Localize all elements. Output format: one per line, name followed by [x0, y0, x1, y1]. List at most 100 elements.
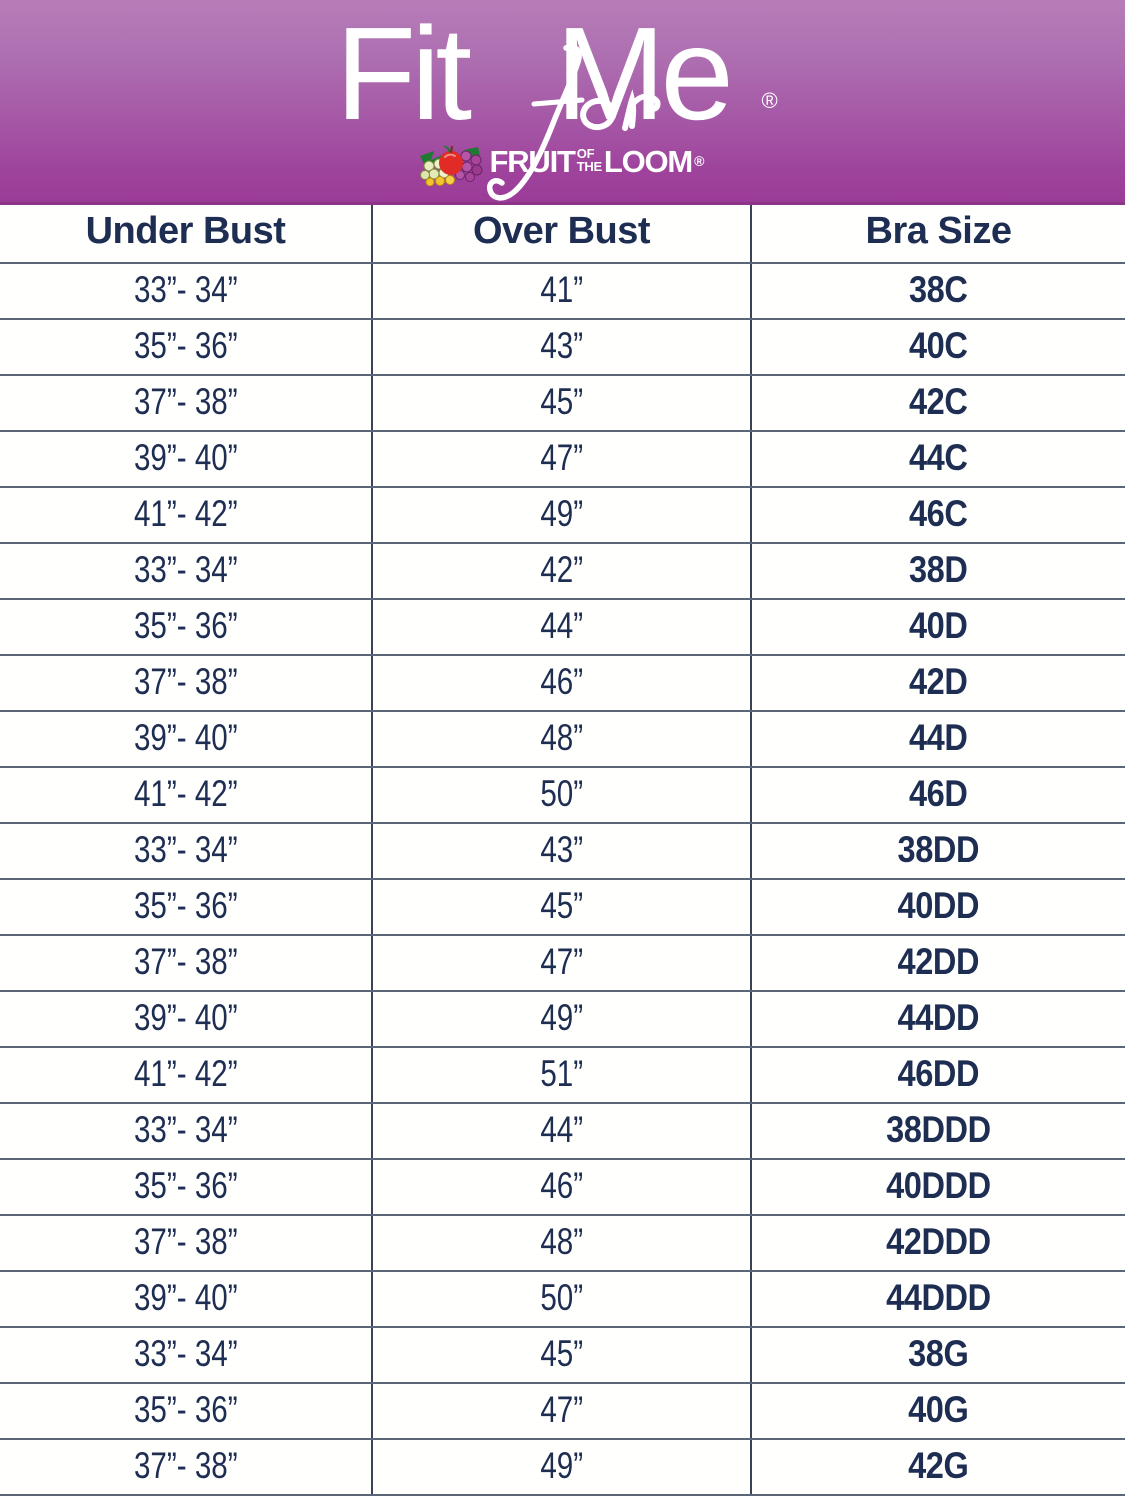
table-row: 35”- 36” 44” 40D — [0, 599, 1125, 656]
cell-over-bust: 49” — [372, 1439, 752, 1496]
cell-over-bust-text: 46” — [540, 1165, 583, 1206]
cell-over-bust-text: 45” — [540, 885, 583, 926]
fit-for-me-wordmark: Fit Me ® — [328, 0, 798, 201]
cell-bra-size: 38DD — [751, 823, 1125, 880]
table-row: 37”- 38” 48” 42DDD — [0, 1215, 1125, 1272]
cell-bra-size: 46C — [751, 487, 1125, 544]
table-row: 35”- 36” 46” 40DDD — [0, 1159, 1125, 1216]
cell-under-bust: 33”- 34” — [0, 263, 373, 320]
cell-bra-size-text: 42C — [909, 381, 968, 422]
cell-bra-size-text: 40G — [908, 1389, 969, 1430]
cell-over-bust-text: 45” — [540, 381, 583, 422]
cell-under-bust: 41”- 42” — [0, 767, 373, 824]
table-row: 41”- 42” 50” 46D — [0, 767, 1125, 824]
cell-over-bust-text: 47” — [540, 941, 583, 982]
column-header-bra-size: Bra Size — [751, 205, 1125, 264]
cell-over-bust-text: 50” — [540, 1277, 583, 1318]
cell-under-bust-text: 37”- 38” — [133, 941, 238, 982]
cell-under-bust: 33”- 34” — [0, 543, 373, 600]
column-header-under-bust: Under Bust — [0, 205, 373, 264]
wordmark-registered-mark: ® — [761, 88, 778, 113]
cell-under-bust: 41”- 42” — [0, 1047, 373, 1104]
cell-bra-size-text: 38DD — [897, 829, 980, 870]
cell-bra-size-text: 42DD — [897, 941, 980, 982]
fotl-loom-text: LOOM — [603, 144, 693, 179]
cell-under-bust-text: 39”- 40” — [133, 1277, 238, 1318]
cell-bra-size: 40DDD — [751, 1159, 1125, 1216]
cell-bra-size-text: 38C — [909, 269, 968, 310]
cell-over-bust: 46” — [372, 1159, 752, 1216]
table-row: 39”- 40” 50” 44DDD — [0, 1271, 1125, 1328]
cell-under-bust: 35”- 36” — [0, 1383, 373, 1440]
cell-over-bust: 46” — [372, 655, 752, 712]
cell-bra-size-text: 46D — [909, 773, 968, 814]
cell-bra-size-text: 40DD — [897, 885, 980, 926]
cell-bra-size-text: 44D — [909, 717, 968, 758]
wordmark-fit-text: Fit — [335, 0, 473, 147]
cell-under-bust-text: 41”- 42” — [133, 1053, 238, 1094]
cell-over-bust: 43” — [372, 319, 752, 376]
cell-under-bust: 39”- 40” — [0, 711, 373, 768]
cell-over-bust: 50” — [372, 767, 752, 824]
cell-over-bust: 47” — [372, 431, 752, 488]
fotl-the-text: THE — [576, 159, 602, 174]
cell-bra-size-text: 38G — [908, 1333, 969, 1374]
cell-over-bust-text: 48” — [540, 717, 583, 758]
fotl-of-the-stack: OF THE — [575, 146, 604, 173]
table-row: 33”- 34” 41” 38C — [0, 263, 1125, 320]
cell-bra-size: 44D — [751, 711, 1125, 768]
cell-bra-size-text: 46C — [909, 493, 968, 534]
cell-under-bust-text: 35”- 36” — [133, 885, 238, 926]
cell-under-bust-text: 39”- 40” — [133, 997, 238, 1038]
cell-bra-size: 44C — [751, 431, 1125, 488]
cell-under-bust-text: 33”- 34” — [133, 549, 238, 590]
table-row: 39”- 40” 49” 44DD — [0, 991, 1125, 1048]
cell-under-bust-text: 37”- 38” — [133, 381, 238, 422]
cell-under-bust: 33”- 34” — [0, 823, 373, 880]
table-header-row: Under Bust Over Bust Bra Size — [0, 205, 1125, 264]
cell-over-bust-text: 47” — [540, 1389, 583, 1430]
cell-under-bust: 37”- 38” — [0, 655, 373, 712]
cell-under-bust-text: 41”- 42” — [133, 493, 238, 534]
cell-bra-size-text: 42G — [908, 1445, 969, 1486]
table-row: 37”- 38” 49” 42G — [0, 1439, 1125, 1496]
cell-under-bust: 35”- 36” — [0, 319, 373, 376]
cell-bra-size: 40D — [751, 599, 1125, 656]
cell-under-bust-text: 39”- 40” — [133, 437, 238, 478]
cell-bra-size: 38D — [751, 543, 1125, 600]
table-row: 35”- 36” 43” 40C — [0, 319, 1125, 376]
cell-bra-size: 42D — [751, 655, 1125, 712]
cell-over-bust: 41” — [372, 263, 752, 320]
fruit-of-the-loom-wordmark: FRUIT OF THE LOOM ® — [490, 146, 705, 178]
cell-over-bust-text: 46” — [540, 661, 583, 702]
cell-bra-size: 42C — [751, 375, 1125, 432]
cell-over-bust-text: 41” — [540, 269, 583, 310]
cell-under-bust-text: 33”- 34” — [133, 1109, 238, 1150]
cell-over-bust-text: 43” — [540, 829, 583, 870]
cell-over-bust: 45” — [372, 375, 752, 432]
column-header-over-bust: Over Bust — [372, 205, 752, 264]
cell-bra-size: 46DD — [751, 1047, 1125, 1104]
cell-over-bust: 51” — [372, 1047, 752, 1104]
cell-under-bust: 37”- 38” — [0, 935, 373, 992]
cell-bra-size-text: 44DD — [897, 997, 980, 1038]
table-row: 37”- 38” 47” 42DD — [0, 935, 1125, 992]
cell-under-bust: 37”- 38” — [0, 1215, 373, 1272]
table-row: 37”- 38” 45” 42C — [0, 375, 1125, 432]
cell-over-bust: 42” — [372, 543, 752, 600]
cell-bra-size: 40DD — [751, 879, 1125, 936]
fotl-registered-mark: ® — [694, 153, 705, 169]
table-row: 33”- 34” 44” 38DDD — [0, 1103, 1125, 1160]
cell-bra-size-text: 42DDD — [886, 1221, 991, 1262]
cell-under-bust-text: 33”- 34” — [133, 1333, 238, 1374]
cell-under-bust-text: 37”- 38” — [133, 1221, 238, 1262]
cell-over-bust-text: 49” — [540, 493, 583, 534]
table-row: 39”- 40” 48” 44D — [0, 711, 1125, 768]
cell-bra-size-text: 44C — [909, 437, 968, 478]
cell-bra-size: 38C — [751, 263, 1125, 320]
brand-logo-lockup: Fit Me ® — [0, 0, 1125, 205]
fruit-cluster-icon — [419, 145, 482, 186]
cell-over-bust-text: 45” — [540, 1333, 583, 1374]
cell-under-bust: 35”- 36” — [0, 879, 373, 936]
